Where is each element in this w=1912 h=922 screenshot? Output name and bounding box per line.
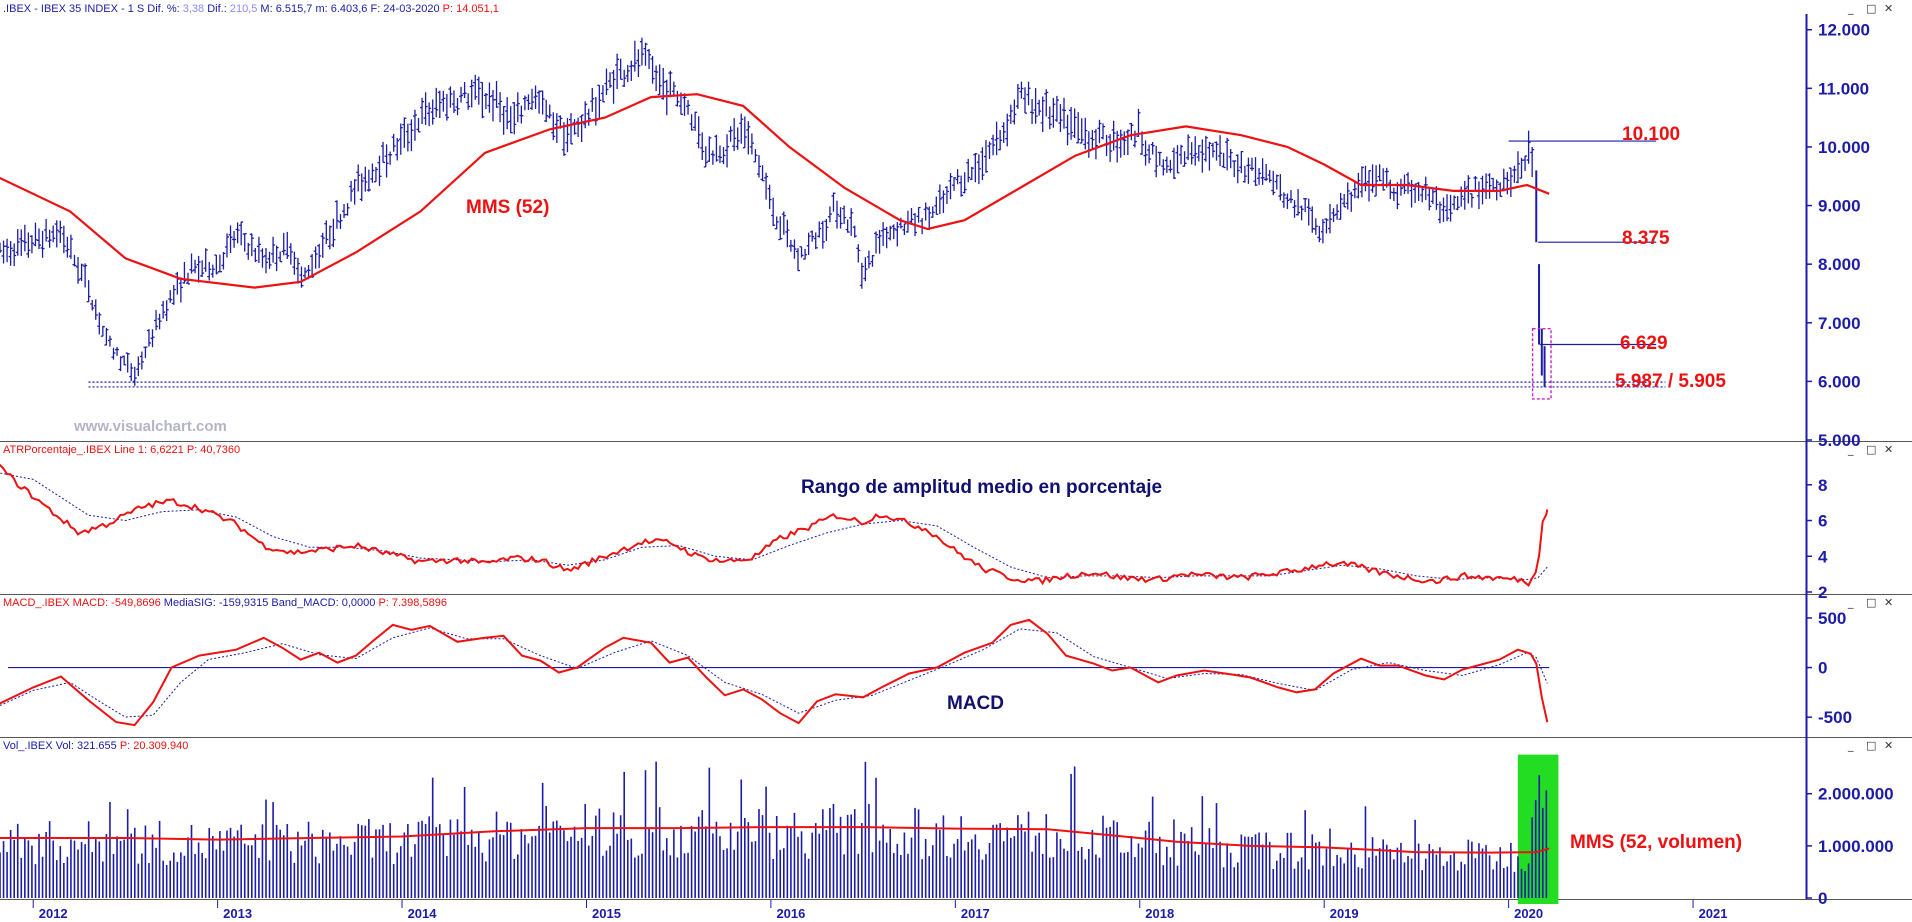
price-axis-tick-label: 12.000 <box>1818 21 1870 40</box>
volume-average-label: MMS (52, volumen) <box>1570 832 1742 853</box>
macd-panel-header: MACD_.IBEX MACD: -549,8696 MediaSIG: -15… <box>3 597 447 609</box>
price-panel-header: .IBEX - IBEX 35 INDEX - 1 S Dif. %: 3,38… <box>3 3 499 15</box>
price-bars <box>0 37 1535 386</box>
level-10100-label: 10.100 <box>1622 124 1680 145</box>
volume-panel-header: Vol_.IBEX Vol: 321.655 P: 20.309.940 <box>3 740 188 752</box>
axes: 5.000 6.000 7.000 8.000 9.000 10.000 11.000 12.… <box>32 21 1894 921</box>
window-button: _ <box>1847 443 1854 456</box>
macd-line <box>0 618 1549 727</box>
window-button: ✕ <box>1884 596 1893 609</box>
panel-frames <box>0 14 1912 900</box>
window-button: □ <box>1866 443 1876 456</box>
level-lines <box>88 140 1666 388</box>
price-panel-header-segment: P: 14.051,1 <box>443 3 499 15</box>
atr-axis-tick-label: 6 <box>1818 512 1827 531</box>
price-axis-tick-label: 9.000 <box>1818 197 1861 216</box>
atr-axis-tick-label: 2 <box>1818 583 1827 602</box>
window-button: □ <box>1866 739 1876 752</box>
macd-axis-tick-label: 500 <box>1818 609 1846 628</box>
price-panel-header-segment: M: 6.515,7 m: 6.403,6 F: 24-03-2020 <box>257 3 442 15</box>
watermark: www.visualchart.com <box>73 418 227 435</box>
atr-line <box>0 463 1549 587</box>
atr-axis-tick-label: 4 <box>1818 547 1828 566</box>
volume-axis-tick-label: 2.000.000 <box>1818 785 1894 804</box>
window-button: ✕ <box>1884 739 1893 752</box>
mms52-label: MMS (52) <box>466 197 549 218</box>
macd-title: MACD <box>947 693 1004 714</box>
x-axis-tick-label: 2019 <box>1330 906 1359 921</box>
price-axis-tick-label: 10.000 <box>1818 138 1870 157</box>
support-level-label: 5.987 / 5.905 <box>1615 371 1726 392</box>
atr-axis-tick-label: 8 <box>1818 476 1827 495</box>
atr-panel-header: ATRPorcentaje_.IBEX Line 1: 6,6221 P: 40… <box>3 444 240 456</box>
atr-signal-line <box>0 472 1548 581</box>
window-button: _ <box>1847 739 1854 752</box>
atr-title: Rango de amplitud medio en porcentaje <box>801 477 1162 498</box>
price-panel-header-segment: 210,5 <box>230 3 258 15</box>
volume-axis-tick-label: 1.000.000 <box>1818 837 1894 856</box>
window-button: □ <box>1866 596 1876 609</box>
window-button: ✕ <box>1884 2 1893 15</box>
volume-panel-header-segment: Vol_.IBEX Vol: 321.655 <box>3 740 120 752</box>
window-buttons: _ □ ✕ _ □ ✕ _ □ ✕ _ □ ✕ <box>1847 2 1893 752</box>
x-axis-tick-label: 2016 <box>776 906 805 921</box>
price-plot <box>0 37 1666 400</box>
macd-signal-line <box>0 627 1548 718</box>
window-button: ✕ <box>1884 443 1893 456</box>
macd-panel-header-segment: MediaSIG: -159,9315 Band_MACD: 0,0000 <box>164 597 379 609</box>
volume-highlight <box>1517 754 1559 904</box>
window-button: _ <box>1847 596 1854 609</box>
volume-bars <box>0 761 1548 898</box>
window-button: □ <box>1866 2 1876 15</box>
macd-axis-tick-label: 0 <box>1818 659 1827 678</box>
price-panel-header-segment: .IBEX - IBEX 35 INDEX - 1 S Dif. %: <box>3 3 183 15</box>
price-panel-header-segment: 3,38 <box>183 3 204 15</box>
macd-panel-header-segment: MACD_.IBEX MACD: -549,8696 <box>3 597 164 609</box>
x-axis-tick-label: 2012 <box>39 906 68 921</box>
volume-panel-header-segment: P: 20.309.940 <box>120 740 189 752</box>
x-axis-tick-label: 2017 <box>961 906 990 921</box>
x-axis-tick-label: 2018 <box>1145 906 1174 921</box>
x-axis-tick-label: 2014 <box>408 906 438 921</box>
volume-average-line <box>0 826 1550 854</box>
atr-panel-header-segment: P: 40,7360 <box>187 444 240 456</box>
volume-plot <box>0 754 1559 904</box>
macd-axis-tick-label: -500 <box>1818 708 1852 727</box>
x-axis-tick-label: 2013 <box>223 906 252 921</box>
macd-panel-header-segment: P: 7.398,5896 <box>378 597 447 609</box>
price-panel-header-segment: Dif.: <box>204 3 230 15</box>
level-6629-label: 6.629 <box>1620 333 1668 354</box>
atr-plot <box>0 463 1549 587</box>
macd-plot <box>0 618 1550 727</box>
price-axis-tick-label: 8.000 <box>1818 255 1861 274</box>
crash-highlight-box <box>1531 327 1552 400</box>
x-axis-tick-label: 2015 <box>592 906 621 921</box>
x-axis-tick-label: 2021 <box>1699 906 1728 921</box>
price-axis-tick-label: 6.000 <box>1818 372 1861 391</box>
volume-axis-tick-label: 0 <box>1818 889 1827 908</box>
x-axis-tick-label: 2020 <box>1514 906 1543 921</box>
mms52-line <box>0 93 1550 289</box>
price-axis-tick-label: 5.000 <box>1818 431 1861 450</box>
level-8375-label: 8.375 <box>1622 228 1670 249</box>
window-button: _ <box>1847 2 1854 15</box>
atr-panel-header-segment: ATRPorcentaje_.IBEX Line 1: 6,6221 <box>3 444 187 456</box>
price-axis-tick-label: 7.000 <box>1818 314 1861 333</box>
price-axis-tick-label: 11.000 <box>1818 79 1869 98</box>
